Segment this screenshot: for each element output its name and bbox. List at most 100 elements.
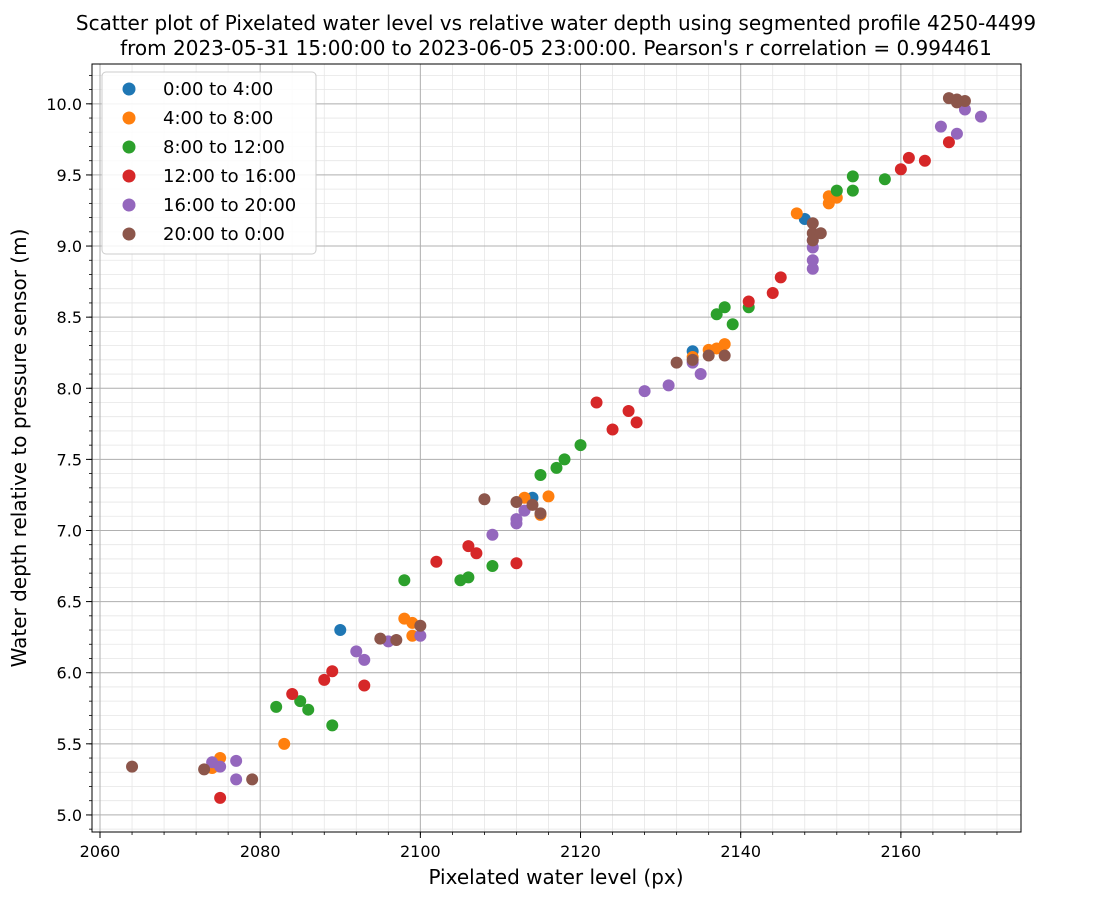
data-point [470,547,483,560]
data-point [694,368,707,381]
x-tick-label: 2160 [881,842,922,861]
y-tick-label: 7.0 [57,521,82,540]
data-points [126,92,987,804]
series-5 [126,92,971,786]
y-axis-label: Water depth relative to pressure sensor … [7,229,31,668]
data-point [774,271,787,284]
data-point [414,619,427,632]
data-point [894,163,907,176]
x-tick-label: 2080 [240,842,281,861]
data-point [934,120,947,133]
y-tick-label: 6.5 [57,593,82,612]
data-point [918,154,931,167]
data-point [766,286,779,299]
data-point [638,385,651,398]
data-point [510,557,523,570]
data-point [214,760,227,773]
data-point [414,629,427,642]
data-point [806,262,819,275]
data-point [974,110,987,123]
data-point [878,173,891,186]
y-tick-label: 9.5 [57,166,82,185]
data-point [318,673,331,686]
data-point [742,295,755,308]
legend-label: 16:00 to 20:00 [163,195,296,216]
x-tick-label: 2120 [560,842,601,861]
data-point [302,703,315,716]
data-point [126,760,139,773]
x-tick-label: 2140 [720,842,761,861]
data-point [390,634,403,646]
data-point [374,632,387,645]
data-point [334,624,347,637]
y-tick-label: 7.5 [57,450,82,469]
legend-marker [122,140,136,154]
legend-label: 12:00 to 16:00 [163,166,296,187]
data-point [950,96,963,109]
y-tick-label: 5.0 [57,806,82,825]
data-point [718,338,731,351]
data-point [830,184,843,197]
data-point [398,574,411,587]
data-point [486,528,499,541]
series-1 [206,190,843,774]
y-tick-label: 10.0 [46,95,82,114]
data-point [718,301,731,314]
legend-marker [122,169,136,183]
data-point [662,379,675,392]
x-axis-label: Pixelated water level (px) [428,865,683,889]
data-point [534,469,547,482]
data-point [286,688,299,701]
legend-label: 20:00 to 0:00 [163,224,285,245]
x-tick-label: 2100 [400,842,441,861]
data-point [358,679,371,692]
data-point [846,184,859,197]
legend-marker [122,82,136,96]
data-point [462,540,475,553]
data-point [326,719,339,732]
data-point [326,665,339,678]
data-point [270,700,283,713]
data-point [814,227,827,240]
legend-marker [122,111,136,125]
data-point [246,773,259,786]
data-point [806,217,819,230]
data-point [622,405,635,418]
data-point [606,423,619,436]
y-tick-label: 6.0 [57,664,82,683]
data-point [902,151,915,164]
data-point [790,207,803,220]
data-point [542,490,555,503]
data-point [510,496,523,509]
data-point [358,653,371,666]
data-point [950,127,963,140]
plot-area [91,63,1022,833]
y-tick-label: 8.0 [57,379,82,398]
data-point [942,136,955,149]
data-point [574,439,587,452]
data-point [806,254,819,267]
data-point [478,493,491,506]
data-point [806,234,819,247]
data-point [230,754,243,767]
data-point [198,763,211,776]
series-0 [334,213,811,637]
data-point [278,737,291,750]
chart-title-line-2: from 2023-05-31 15:00:00 to 2023-06-05 2… [120,36,992,60]
data-point [534,507,547,520]
legend-label: 4:00 to 8:00 [163,108,273,129]
y-tick-label: 8.5 [57,308,82,327]
data-point [350,645,363,658]
legend-label: 0:00 to 4:00 [163,79,273,100]
x-tick-label: 2060 [80,842,121,861]
data-point [590,396,603,409]
y-tick-label: 5.5 [57,735,82,754]
data-point [686,353,699,366]
data-point [670,356,683,369]
data-point [526,498,539,511]
data-point [294,695,307,708]
data-point [702,349,715,362]
legend-marker [122,227,136,241]
data-point [550,461,563,474]
